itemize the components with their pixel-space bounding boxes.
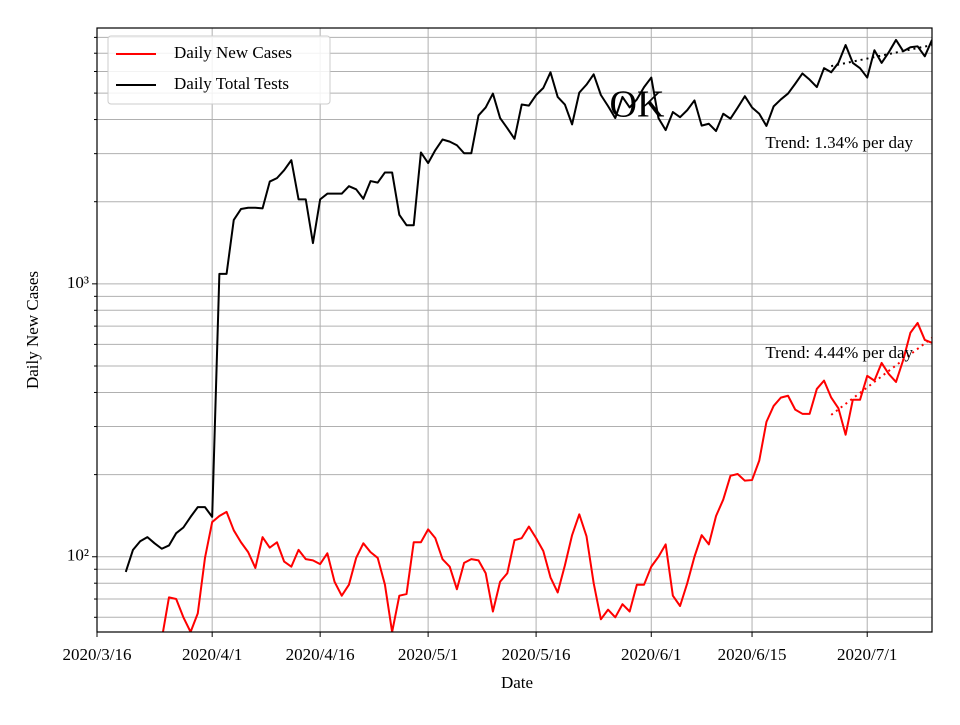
x-tick-label: 2020/5/1 bbox=[398, 645, 458, 664]
x-axis-label: Date bbox=[501, 673, 533, 692]
annotation: Trend: 1.34% per day bbox=[765, 133, 913, 152]
y-tick-label: 10² bbox=[67, 546, 89, 565]
x-tick-label: 2020/4/16 bbox=[286, 645, 355, 664]
x-tick-label: 2020/3/16 bbox=[63, 645, 132, 664]
legend-box bbox=[107, 35, 331, 105]
data-line bbox=[161, 321, 932, 632]
annotation: Trend: 4.44% per day bbox=[765, 343, 913, 362]
grid bbox=[96, 28, 932, 632]
y-tick-label: 10³ bbox=[67, 273, 89, 292]
y-axis-label: Daily New Cases bbox=[23, 271, 42, 389]
x-tick-label: 2020/6/15 bbox=[718, 645, 787, 664]
x-tick-label: 2020/4/1 bbox=[182, 645, 242, 664]
axes-frame bbox=[96, 27, 933, 633]
trend-line bbox=[831, 44, 932, 68]
x-tick-label: 2020/6/1 bbox=[621, 645, 681, 664]
chart-title: OK bbox=[610, 84, 665, 126]
data-line bbox=[124, 38, 932, 573]
axes: 2020/3/16 2020/4/1 2020/4/16 2020/5/1 2020/5… bbox=[63, 36, 897, 664]
x-tick-label: 2020/5/16 bbox=[502, 645, 571, 664]
legend-label: Daily New Cases bbox=[174, 43, 292, 62]
legend-label: Daily Total Tests bbox=[174, 74, 289, 93]
x-tick-label: 2020/7/1 bbox=[837, 645, 897, 664]
plot-area bbox=[124, 38, 932, 632]
legend: Daily New Cases Daily Total Tests bbox=[107, 35, 331, 105]
